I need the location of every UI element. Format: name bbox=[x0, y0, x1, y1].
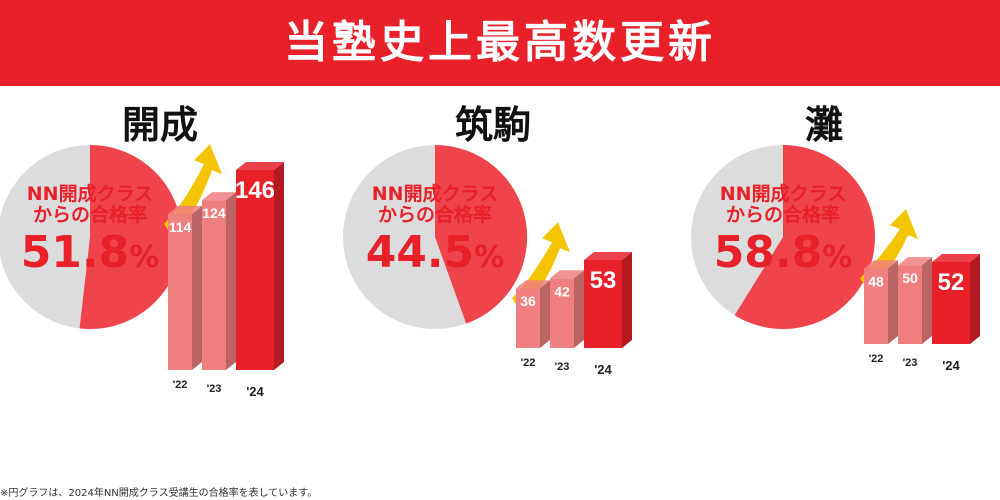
bar-1: 42 '23 bbox=[550, 270, 584, 373]
bar-front bbox=[168, 213, 192, 370]
bar-category-label: '24 bbox=[942, 358, 960, 373]
school-name: 灘 bbox=[804, 103, 843, 147]
bar-value-label: 114 bbox=[169, 219, 192, 235]
pie-value-number: 51.8 bbox=[20, 227, 130, 278]
bar-value-label: 50 bbox=[902, 270, 918, 286]
bar-top bbox=[550, 270, 584, 279]
bar-value-label: 124 bbox=[202, 205, 226, 221]
bar-chart: 114 '22 124 '23 146 '24 bbox=[164, 144, 284, 399]
bar-value-label: 36 bbox=[520, 293, 536, 309]
bar-top bbox=[584, 252, 632, 260]
bar-side bbox=[922, 257, 932, 344]
bar-2: 52 '24 bbox=[932, 254, 980, 373]
bar-value-label: 42 bbox=[554, 283, 570, 299]
pie-chart bbox=[691, 145, 876, 329]
pie-value-unit: % bbox=[129, 240, 160, 275]
bar-side bbox=[970, 254, 980, 344]
pie-label-line2: からの合格率 bbox=[725, 204, 840, 226]
panel-kaisei: 開成 NN開成クラス からの合格率 51.8% 114 '22 124 '23 146 '… bbox=[0, 86, 334, 486]
bar-side bbox=[274, 162, 284, 370]
bar-side bbox=[540, 280, 550, 348]
pie-label-line2: からの合格率 bbox=[377, 204, 492, 226]
pie-value: 44.5% bbox=[345, 228, 525, 283]
bar-0: 48 '22 bbox=[864, 260, 898, 365]
school-name: 筑駒 bbox=[454, 103, 531, 147]
school-name: 開成 bbox=[121, 103, 198, 147]
bar-side bbox=[226, 192, 236, 370]
bar-top bbox=[516, 280, 550, 289]
pie-value-unit: % bbox=[822, 240, 853, 275]
panel-nada: 灘 NN開成クラス からの合格率 58.8% 48 '22 50 '23 52 '24 bbox=[666, 86, 1000, 486]
bar-top bbox=[864, 260, 898, 269]
bar-side bbox=[622, 252, 632, 348]
bar-top bbox=[202, 192, 236, 201]
pie-value-number: 58.8 bbox=[713, 227, 823, 278]
bar-front bbox=[864, 268, 888, 344]
bar-2: 53 '24 bbox=[584, 252, 632, 377]
panel-tsukukoma: 筑駒 NN開成クラス からの合格率 44.5% 36 '22 42 '23 53 '24 bbox=[333, 86, 667, 486]
bar-category-label: '23 bbox=[903, 357, 918, 369]
bar-front bbox=[236, 170, 274, 370]
bar-category-label: '24 bbox=[246, 384, 264, 399]
bar-value-label: 48 bbox=[868, 273, 884, 289]
banner-title: 当塾史上最高数更新 bbox=[284, 17, 716, 68]
bar-top bbox=[168, 205, 202, 214]
pie-slice-value bbox=[734, 145, 876, 329]
pie-value-number: 44.5 bbox=[365, 227, 475, 278]
pie-value: 51.8% bbox=[0, 228, 180, 283]
bar-side bbox=[192, 205, 202, 370]
bar-value-label: 146 bbox=[235, 177, 275, 204]
pie-slice-value bbox=[435, 144, 528, 324]
bar-front bbox=[898, 265, 922, 344]
header-banner bbox=[0, 0, 1000, 86]
bar-category-label: '22 bbox=[521, 357, 536, 369]
pie-label-group: NN開成クラス からの合格率 58.8% bbox=[693, 184, 873, 283]
bar-category-label: '23 bbox=[555, 361, 570, 373]
pie-label-line1: NN開成クラス bbox=[26, 183, 154, 205]
bar-category-label: '22 bbox=[173, 379, 188, 391]
pie-value-unit: % bbox=[474, 240, 505, 275]
bar-front bbox=[550, 278, 574, 348]
bar-0: 114 '22 bbox=[168, 205, 202, 391]
bar-front bbox=[932, 262, 970, 344]
bar-side bbox=[888, 260, 898, 344]
pie-label-line2: からの合格率 bbox=[32, 204, 147, 226]
bar-front bbox=[584, 260, 622, 348]
bar-chart: 36 '22 42 '23 53 '24 bbox=[512, 222, 632, 377]
bar-value-label: 52 bbox=[938, 269, 965, 296]
bar-top bbox=[236, 162, 284, 170]
pie-chart bbox=[0, 144, 183, 329]
bar-top bbox=[932, 254, 980, 262]
bar-category-label: '22 bbox=[869, 353, 884, 365]
bar-value-label: 53 bbox=[590, 267, 617, 294]
bar-category-label: '23 bbox=[207, 383, 222, 395]
pie-label-group: NN開成クラス からの合格率 44.5% bbox=[345, 184, 525, 283]
bar-1: 50 '23 bbox=[898, 257, 932, 369]
bar-chart: 48 '22 50 '23 52 '24 bbox=[860, 209, 980, 373]
pie-label-line1: NN開成クラス bbox=[371, 183, 499, 205]
bar-category-label: '24 bbox=[594, 362, 612, 377]
bar-0: 36 '22 bbox=[516, 280, 550, 369]
bar-top bbox=[898, 257, 932, 266]
bar-2: 146 '24 bbox=[235, 162, 284, 399]
pie-label-group: NN開成クラス からの合格率 51.8% bbox=[0, 184, 180, 283]
bar-1: 124 '23 bbox=[202, 192, 236, 395]
pie-label-line1: NN開成クラス bbox=[719, 183, 847, 205]
pie-slice-value bbox=[79, 144, 183, 329]
footnote: ※円グラフは、2024年NN開成クラス受講生の合格率を表しています。 bbox=[0, 488, 318, 499]
pie-chart bbox=[343, 144, 528, 329]
bar-front bbox=[516, 288, 540, 348]
bar-front bbox=[202, 200, 226, 370]
bar-side bbox=[574, 270, 584, 348]
pie-value: 58.8% bbox=[693, 228, 873, 283]
